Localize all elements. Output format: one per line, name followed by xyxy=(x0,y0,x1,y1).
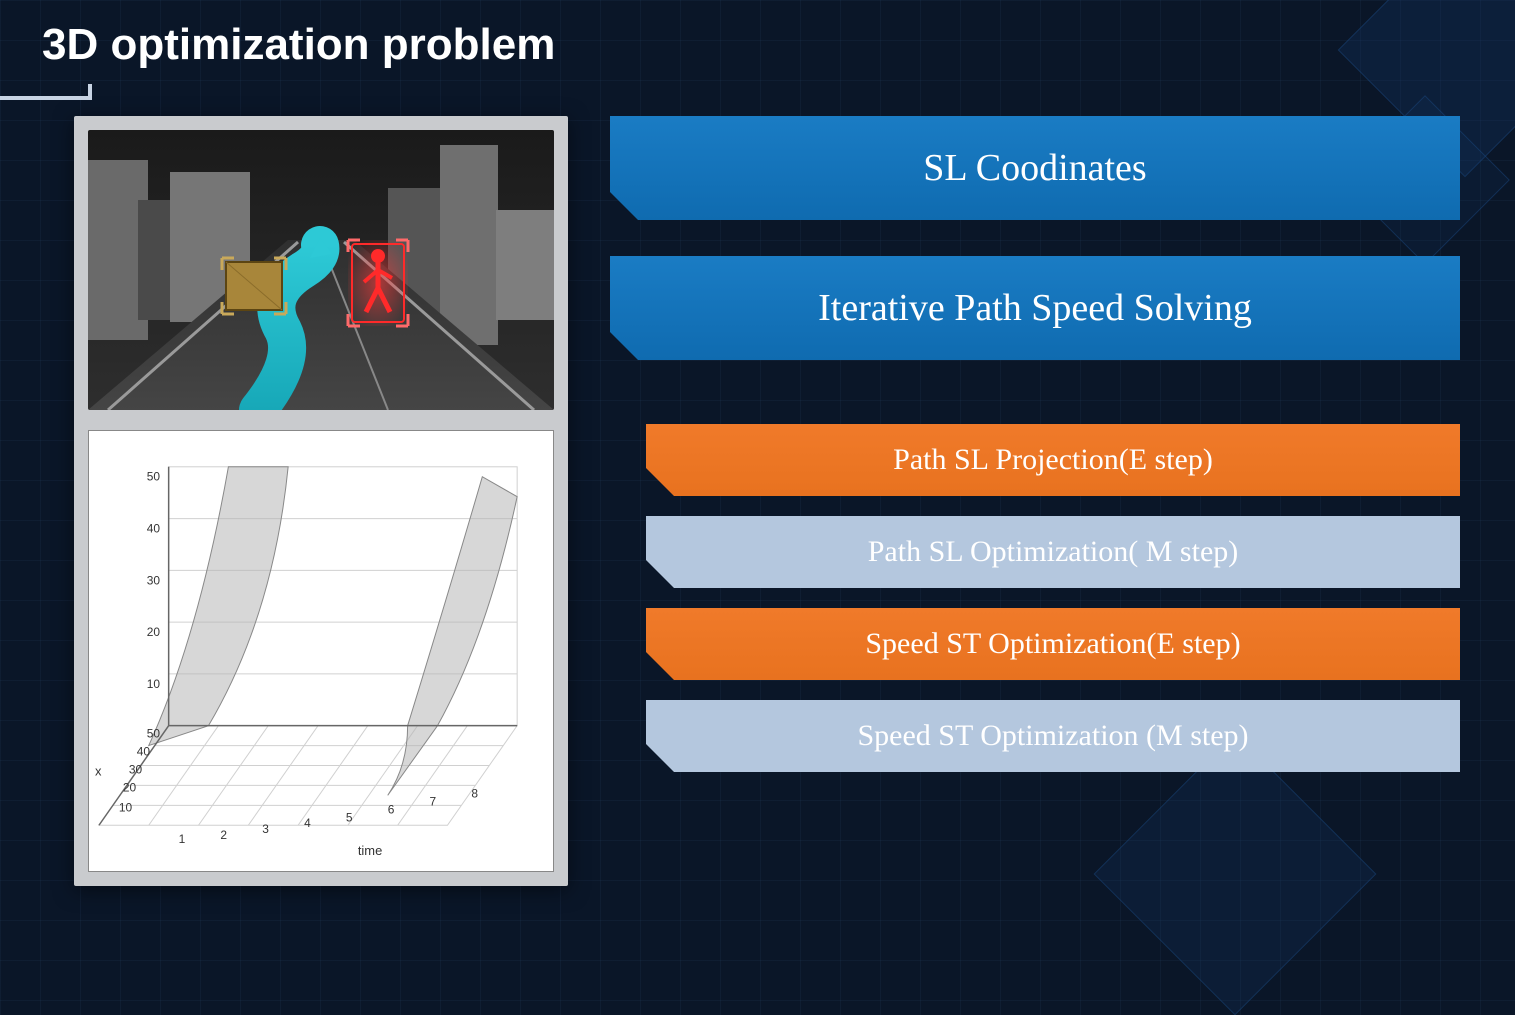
banner-label: Iterative Path Speed Solving xyxy=(818,286,1252,330)
title-underline-decoration xyxy=(0,84,92,100)
svg-text:4: 4 xyxy=(304,816,311,830)
svg-text:50: 50 xyxy=(147,727,161,741)
pedestrian-obstacle xyxy=(348,240,408,326)
x-axis-ticks: 50 40 30 20 10 x xyxy=(95,727,160,815)
banner-speed-st-optimization-e: Speed ST Optimization(E step) xyxy=(646,608,1460,680)
banner-label: Path SL Projection(E step) xyxy=(893,443,1213,477)
t-axis-label: time xyxy=(358,843,382,858)
svg-text:10: 10 xyxy=(119,800,133,814)
banner-label: Speed ST Optimization (M step) xyxy=(857,719,1248,753)
svg-text:20: 20 xyxy=(123,780,137,794)
banner-label: Speed ST Optimization(E step) xyxy=(865,627,1240,661)
y-axis-ticks: 50 40 30 20 10 xyxy=(147,470,161,691)
x-axis-label: x xyxy=(95,763,102,778)
svg-text:50: 50 xyxy=(147,470,161,484)
svg-text:40: 40 xyxy=(137,745,151,759)
banner-label: Path SL Optimization( M step) xyxy=(868,535,1239,569)
svg-text:1: 1 xyxy=(179,832,186,846)
svg-text:8: 8 xyxy=(471,786,478,800)
banner-path-sl-projection: Path SL Projection(E step) xyxy=(646,424,1460,496)
svg-text:3: 3 xyxy=(262,822,269,836)
svg-text:30: 30 xyxy=(147,573,161,587)
banner-iterative-path-speed: Iterative Path Speed Solving xyxy=(610,256,1460,360)
svg-text:30: 30 xyxy=(129,762,143,776)
t-axis-ticks: 1 2 3 4 5 6 7 8 time xyxy=(179,786,479,858)
svg-text:7: 7 xyxy=(430,794,437,808)
svg-text:6: 6 xyxy=(388,802,395,816)
banner-path-sl-optimization: Path SL Optimization( M step) xyxy=(646,516,1460,588)
banner-label: SL Coodinates xyxy=(923,146,1146,190)
steps-column: SL Coodinates Iterative Path Speed Solvi… xyxy=(610,116,1460,792)
driving-scene-illustration xyxy=(88,130,554,410)
page-title: 3D optimization problem xyxy=(42,20,555,70)
svg-text:2: 2 xyxy=(220,828,227,842)
svg-text:40: 40 xyxy=(147,522,161,536)
box-obstacle xyxy=(222,258,286,314)
3d-surface-plot: 50 40 30 20 10 50 40 30 20 10 x 1 2 3 4 xyxy=(88,430,554,872)
left-figure-panel: 50 40 30 20 10 50 40 30 20 10 x 1 2 3 4 xyxy=(74,116,568,886)
svg-text:10: 10 xyxy=(147,677,161,691)
svg-text:5: 5 xyxy=(346,810,353,824)
banner-speed-st-optimization-m: Speed ST Optimization (M step) xyxy=(646,700,1460,772)
svg-text:20: 20 xyxy=(147,625,161,639)
banner-sl-coordinates: SL Coodinates xyxy=(610,116,1460,220)
